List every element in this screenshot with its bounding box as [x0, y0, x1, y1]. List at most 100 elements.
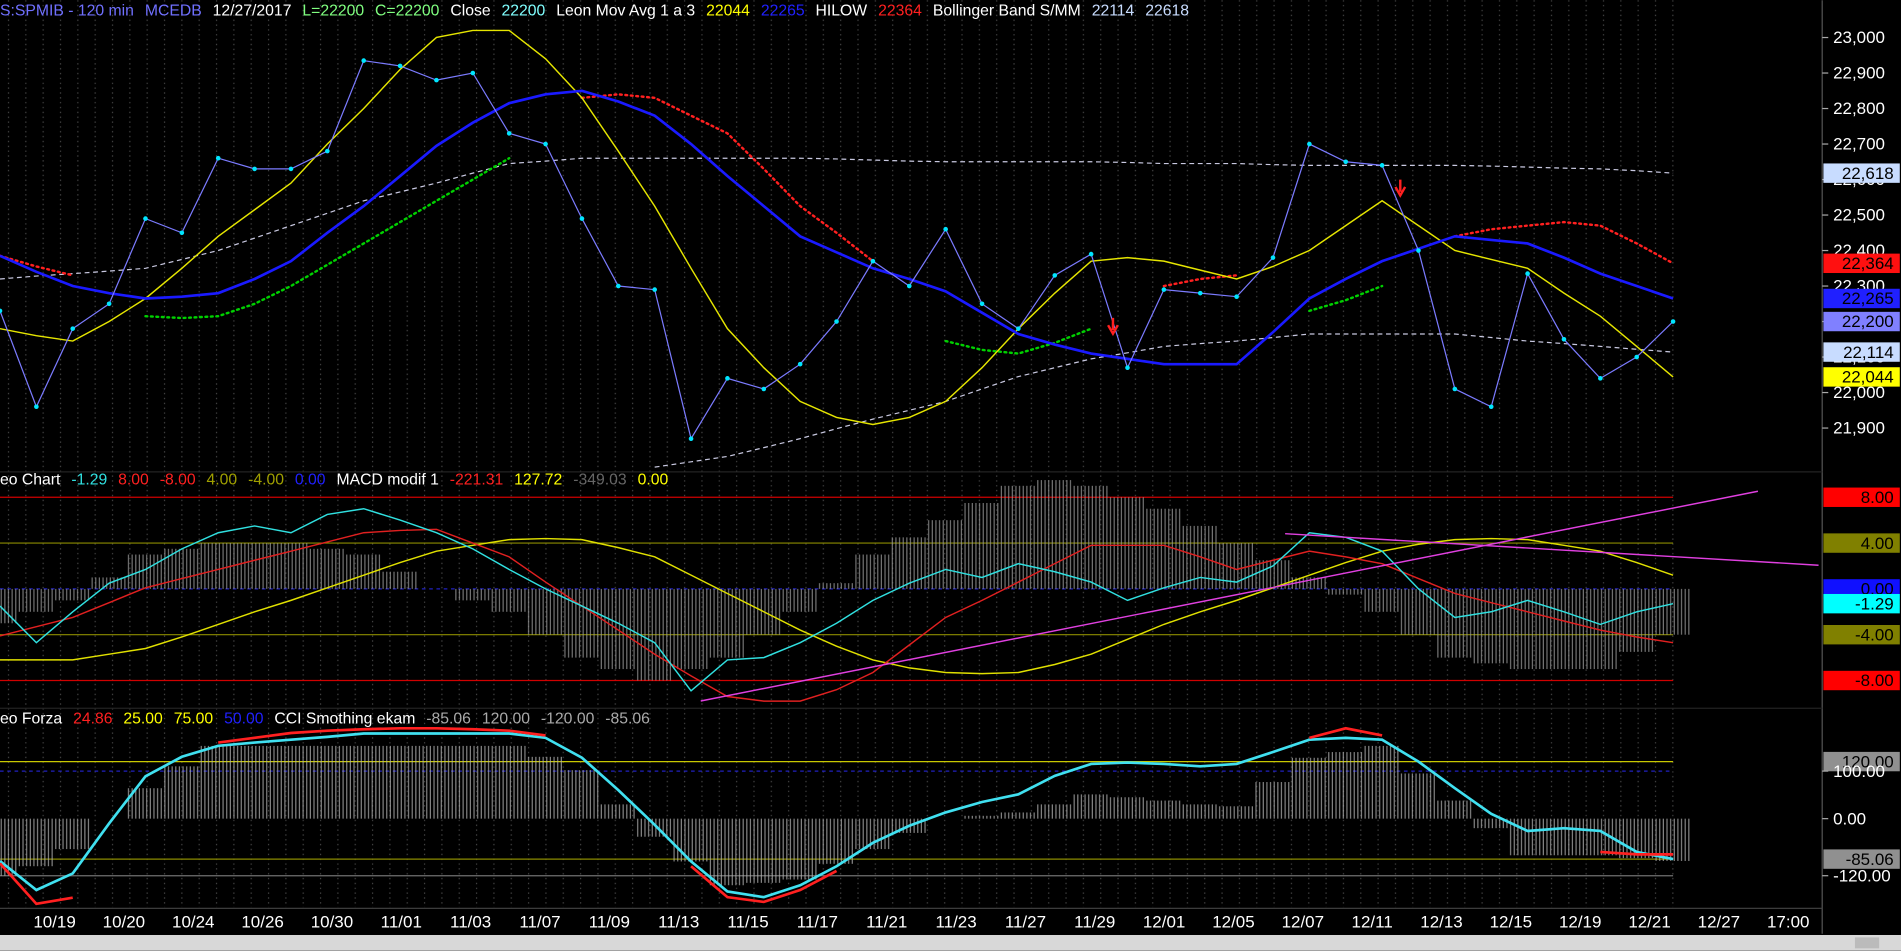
y-tick-label: -4.00 — [1855, 625, 1894, 644]
data-point — [1416, 248, 1421, 253]
histogram-bar — [1545, 588, 1583, 670]
header-item: 0.00 — [638, 472, 669, 489]
histogram-bar — [818, 818, 855, 864]
y-tick-label: -8.00 — [1855, 671, 1894, 690]
histogram-bar — [1109, 497, 1146, 589]
x-tick-label: 11/09 — [589, 912, 630, 931]
histogram-bar — [1400, 588, 1437, 635]
header-item: 0.00 — [295, 472, 326, 489]
histogram-bar — [818, 583, 855, 589]
histogram-bar — [963, 815, 1001, 819]
data-point — [1016, 326, 1021, 331]
header-item: 22044 — [706, 2, 750, 19]
y-tick-label: -120.00 — [1833, 866, 1891, 885]
y-tick-label: 100.00 — [1833, 762, 1885, 781]
data-point — [252, 166, 257, 172]
histogram-bar — [1327, 588, 1364, 595]
data-point — [870, 258, 876, 264]
data-point — [215, 155, 221, 161]
data-point — [106, 301, 112, 307]
histogram-bar — [381, 571, 419, 589]
y-tick-label: 0.00 — [1861, 580, 1894, 599]
x-tick-label: 17:00 — [1767, 912, 1809, 931]
y-tick-label: 4.00 — [1861, 534, 1894, 553]
data-point — [506, 131, 512, 136]
histogram-bar — [891, 537, 928, 589]
data-point — [1197, 290, 1203, 296]
histogram-bar — [345, 554, 382, 589]
histogram-bar — [454, 588, 492, 601]
histogram-bar — [54, 588, 91, 601]
value-box-label: 22,200 — [1842, 312, 1894, 331]
series-line — [0, 528, 1674, 702]
histogram-bar — [636, 588, 673, 681]
series-line — [0, 537, 1674, 675]
histogram-bar — [745, 818, 782, 883]
data-point — [288, 166, 294, 172]
x-tick-label: 11/17 — [797, 912, 838, 931]
x-tick-label: 11/07 — [519, 912, 560, 931]
histogram-bar — [0, 818, 19, 876]
histogram-bar — [1291, 577, 1328, 589]
header-item: eo Forza — [0, 710, 62, 727]
data-point — [652, 287, 657, 292]
x-tick-label: 10/19 — [33, 912, 75, 931]
data-point — [834, 319, 839, 324]
signal-arrow — [1107, 317, 1119, 337]
histogram-bar — [236, 543, 273, 589]
data-point — [797, 361, 803, 367]
histogram-bar — [1218, 806, 1255, 819]
header-item: MCEDB — [145, 2, 202, 19]
data-point — [1525, 271, 1530, 276]
data-point — [979, 301, 985, 307]
histogram-bar — [854, 818, 892, 850]
histogram-bar — [1400, 773, 1437, 819]
header-item: -1.29 — [71, 472, 107, 489]
x-tick-label: 12/27 — [1698, 912, 1740, 931]
histogram-bar — [491, 745, 528, 819]
header-item: 22618 — [1145, 2, 1189, 19]
data-point — [1598, 376, 1603, 381]
histogram-bar — [781, 588, 819, 612]
scrollbar[interactable] — [0, 934, 1901, 951]
tick-box — [1823, 533, 1900, 553]
header-item: 120.00 — [482, 710, 530, 727]
header-item: 127.72 — [514, 472, 562, 489]
annotations — [700, 179, 1819, 702]
scroll-thumb[interactable] — [1854, 937, 1880, 949]
value-box — [1823, 367, 1900, 387]
value-box — [1823, 342, 1900, 362]
x-tick-label: 11/27 — [1005, 912, 1046, 931]
x-tick-label: 12/15 — [1490, 912, 1532, 931]
y-tick-label: 22,000 — [1833, 383, 1885, 402]
header-item: Bollinger Band S/MM — [933, 2, 1081, 19]
histogram-bar — [781, 818, 819, 880]
series-line — [654, 333, 1674, 468]
histogram-bar — [636, 818, 673, 837]
x-tick-label: 11/23 — [935, 912, 976, 931]
x-tick-label: 12/13 — [1420, 912, 1462, 931]
histogram-bar — [1363, 745, 1401, 819]
histogram-bar — [1109, 797, 1146, 819]
series-line — [0, 726, 1674, 906]
tick-box — [1823, 593, 1900, 614]
histogram-bar — [1618, 588, 1655, 652]
data-point — [179, 230, 185, 236]
series-line — [144, 157, 1384, 355]
histogram-bar — [927, 520, 964, 589]
header-item: S:SPMIB - 120 min — [0, 2, 134, 19]
header-item: CCI Smothing ekam — [274, 710, 415, 727]
histogram-bar — [963, 502, 1001, 589]
histogram-bar — [1436, 800, 1474, 819]
histogram-bar — [418, 745, 455, 819]
header-item: -85.06 — [605, 710, 650, 727]
data-point — [325, 148, 330, 154]
y-tick-label: 22,900 — [1833, 64, 1885, 83]
data-point — [361, 58, 367, 63]
header-item: -8.00 — [160, 472, 196, 489]
x-tick-label: 11/21 — [866, 912, 907, 931]
data-point — [1270, 255, 1276, 260]
histogram-bar — [1436, 588, 1474, 658]
